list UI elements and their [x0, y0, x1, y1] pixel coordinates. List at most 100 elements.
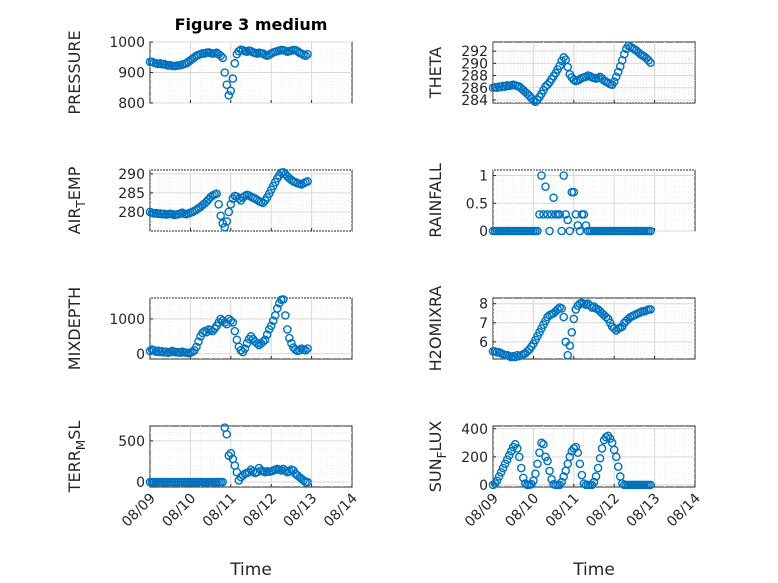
sun-flux-data-point [537, 438, 546, 448]
air-temp-data-point [214, 200, 223, 209]
sun-flux-data-point [605, 434, 615, 443]
sun-flux-x-tick-label: 08/11 [543, 491, 583, 531]
theta-data-point [609, 77, 619, 86]
theta-data-point [646, 58, 655, 68]
mixdepth-data-point [291, 345, 300, 354]
terr-msl-y-tick-label: 500 [118, 434, 145, 450]
sun-flux-data-point [500, 459, 510, 469]
rainfall-data-point [533, 226, 542, 236]
sun-flux-data-point [579, 479, 589, 488]
pressure-y-tick-label: 1000 [109, 35, 145, 51]
sun-flux-y-tick-label: 200 [461, 450, 488, 466]
h2omixra-data-point [609, 324, 619, 333]
sun-flux-data-point [521, 479, 530, 488]
h2omixra-y-tick-label: 7 [479, 316, 488, 332]
mixdepth-y-tick-label: 1000 [109, 312, 145, 328]
terr-msl-data-point [222, 429, 232, 439]
mixdepth-data-point [281, 311, 290, 320]
subplot-air-temp: 280 285 290 AIRTEMP [65, 166, 353, 234]
subplot-pressure: 800 900 1000 PRESSURE [65, 30, 353, 115]
sun-flux-data-point [575, 459, 585, 469]
sun-flux-data-point [593, 463, 603, 473]
terr-msl-data-point [303, 477, 312, 487]
sun-flux-data-point [541, 452, 550, 462]
x-axis-label-left: Time [229, 560, 272, 580]
mixdepth-data-point [236, 345, 246, 355]
mixdepth-data-point [240, 344, 250, 353]
rainfall-data-point [543, 210, 552, 219]
sun-flux-data-point [601, 432, 611, 442]
rainfall-data-point [547, 210, 556, 219]
h2omixra-data-point [553, 305, 562, 314]
mixdepth-data-point [260, 335, 270, 345]
theta-data-point [555, 61, 564, 71]
rainfall-data-point [563, 215, 573, 225]
sun-flux-data-point [547, 474, 556, 484]
sun-flux-data-point [535, 448, 544, 457]
rainfall-data-point [545, 226, 554, 236]
rainfall-data-point [573, 221, 583, 230]
terr-msl-data-point [252, 467, 262, 477]
theta-data-point [559, 52, 569, 62]
mixdepth-data-point [145, 346, 155, 356]
theta-y-tick-label: 290 [461, 56, 488, 72]
theta-y-tick-label: 288 [461, 69, 488, 85]
theta-data-point [620, 49, 629, 59]
sun-flux-data-point [613, 462, 623, 471]
sun-flux-data-point [514, 452, 524, 462]
sun-flux-data-point [543, 456, 552, 466]
terr-msl-data-point [244, 467, 254, 477]
sun-flux-x-tick-label: 08/13 [624, 491, 664, 531]
sun-flux-data-point [595, 453, 605, 463]
air-temp-data-point [222, 217, 232, 226]
mixdepth-data-point [266, 321, 276, 331]
sun-flux-y-tick-label: 400 [461, 422, 488, 438]
rainfall-data-point [581, 221, 591, 230]
air-temp-y-tick-label: 280 [118, 205, 145, 221]
theta-data-point [611, 72, 621, 82]
sun-flux-data-point [565, 452, 575, 462]
h2omixra-data-point [557, 304, 566, 313]
mixdepth-data-point [301, 345, 310, 355]
h2omixra-y-tick-label: 8 [479, 297, 488, 313]
rainfall-data-point [535, 210, 544, 219]
sun-flux-x-tick-label: 08/14 [664, 490, 704, 530]
sun-flux-data-point [577, 470, 587, 480]
figure-title: Figure 3 medium [175, 15, 328, 34]
rainfall-data-point [537, 171, 546, 180]
sun-flux-x-tick-label: 08/09 [462, 491, 502, 531]
terr-msl-y-tick-label: 0 [136, 475, 145, 491]
theta-y-axis-label: THETA [426, 47, 445, 99]
sun-flux-x-tick-label: 08/10 [502, 491, 542, 531]
rainfall-data-point [565, 226, 575, 236]
air-temp-data-point [212, 189, 221, 198]
terr-msl-x-tick-label: 08/10 [159, 491, 199, 531]
air-temp-data-point [303, 177, 312, 186]
rainfall-y-axis-label: RAINFALL [426, 163, 445, 238]
pressure-data-point [216, 51, 225, 61]
sun-flux-data-point [492, 476, 502, 485]
rainfall-y-tick-label: 1 [479, 169, 488, 185]
sun-flux-data-point [504, 451, 514, 460]
mixdepth-data-point [283, 325, 292, 334]
h2omixra-data-point [569, 314, 579, 324]
terr-msl-data-point [299, 476, 308, 485]
sun-flux-data-point [559, 472, 569, 481]
pressure-y-tick-label: 900 [118, 66, 145, 82]
sun-flux-y-tick-label: 0 [479, 478, 488, 494]
rainfall-data-point [549, 193, 558, 203]
terr-msl-data-point [226, 448, 236, 458]
rainfall-data-point [646, 226, 655, 236]
sun-flux-y-axis-label: SUNFLUX [426, 421, 449, 493]
subplot-mixdepth: 0 1000 MIXDEPTH [65, 287, 353, 370]
terr-msl-data-point [281, 466, 290, 475]
mixdepth-y-tick-label: 0 [136, 347, 145, 363]
rainfall-y-tick-label: 0.5 [466, 196, 488, 212]
theta-y-tick-label: 286 [461, 81, 488, 97]
pressure-y-axis-label: PRESSURE [65, 30, 84, 114]
mixdepth-data-point [153, 346, 163, 355]
terr-msl-x-tick-label: 08/09 [119, 491, 159, 531]
